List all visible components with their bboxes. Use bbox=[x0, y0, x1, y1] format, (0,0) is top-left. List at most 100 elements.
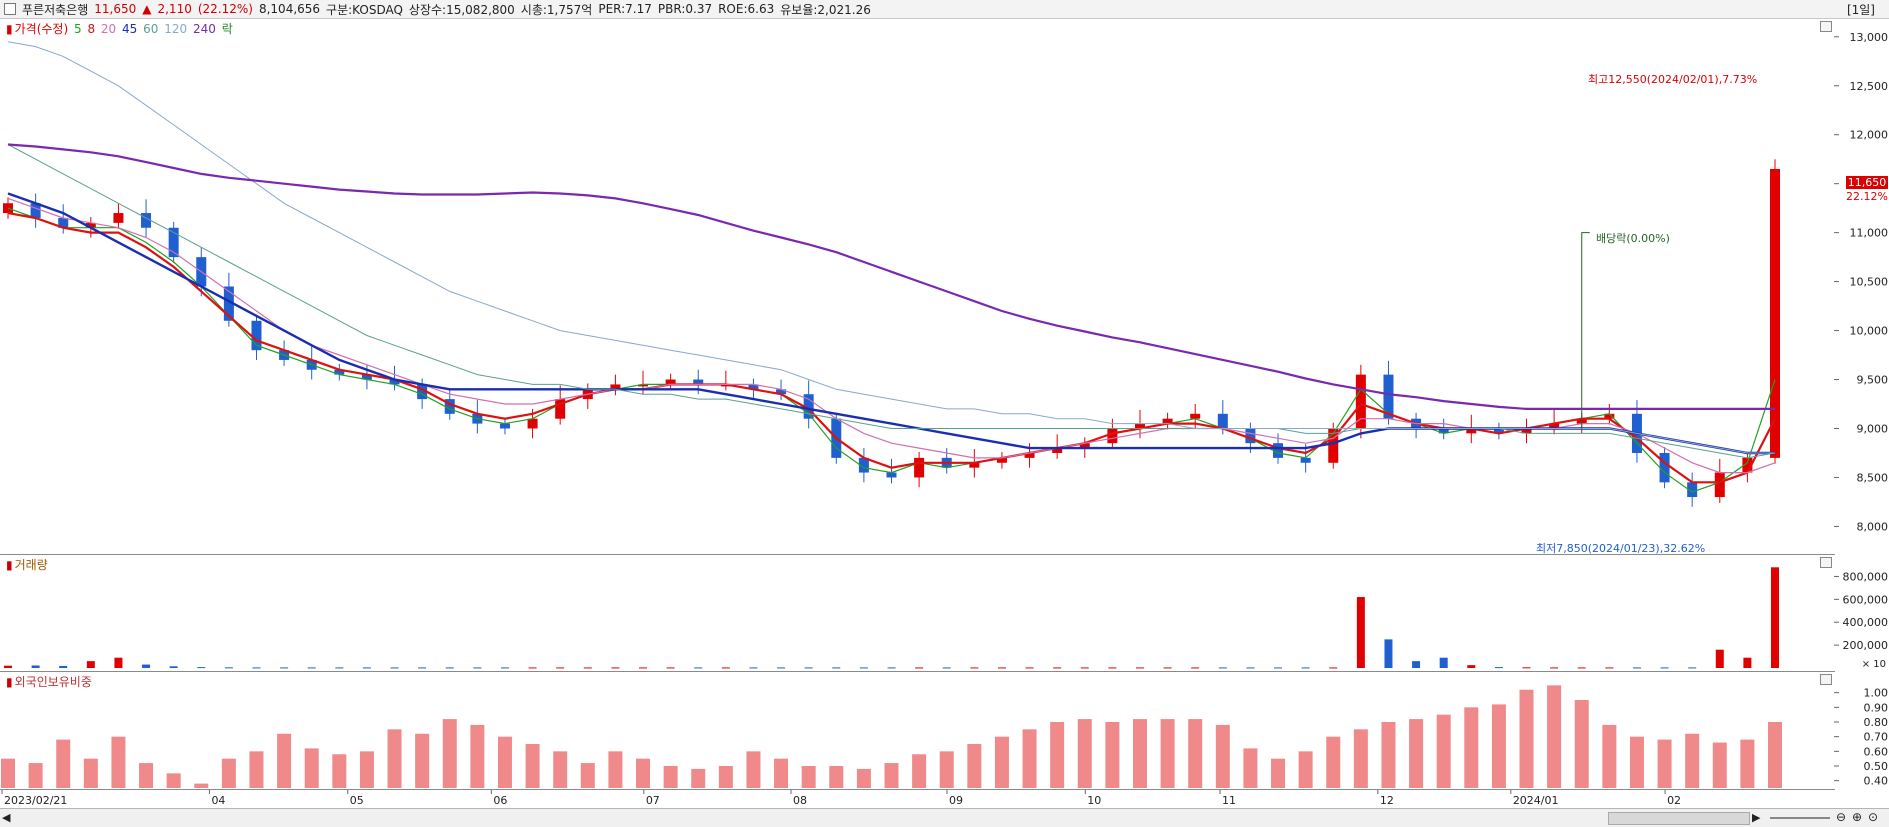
foreign-bar bbox=[1381, 722, 1396, 788]
foreign-tick-label: 0.40 bbox=[1864, 775, 1889, 788]
foreign-tick-label: 0.80 bbox=[1864, 716, 1889, 729]
candle-body bbox=[1300, 457, 1311, 463]
price-tick-label: 10,000 bbox=[1850, 325, 1889, 338]
foreign-tick-label: 0.90 bbox=[1864, 701, 1889, 714]
panel-close-icon[interactable] bbox=[1820, 21, 1832, 32]
candle-body bbox=[1162, 418, 1173, 424]
date-tick-label: 10 bbox=[1087, 794, 1101, 807]
candle-body bbox=[858, 457, 869, 473]
volume-bar bbox=[224, 667, 233, 669]
ma-line-8 bbox=[7, 212, 1776, 484]
zoom-slider[interactable] bbox=[1770, 817, 1830, 819]
candle-body bbox=[776, 389, 787, 395]
volume-bar bbox=[1025, 667, 1034, 669]
volume-bar bbox=[1218, 667, 1227, 669]
volume-bar bbox=[390, 667, 399, 669]
candle-body bbox=[638, 384, 649, 387]
scroll-left-icon[interactable]: ◀ bbox=[2, 811, 11, 824]
candle-body bbox=[914, 457, 925, 478]
foreign-bar bbox=[884, 763, 899, 788]
candle-body bbox=[527, 418, 538, 429]
volume-bar bbox=[307, 667, 316, 669]
volume-bar bbox=[1467, 665, 1476, 668]
volume-bar bbox=[666, 667, 675, 669]
foreign-bar bbox=[1298, 751, 1313, 788]
volume-bar bbox=[1108, 667, 1117, 669]
current-pct-tag: 22.12% bbox=[1846, 190, 1888, 203]
date-tick-label: 08 bbox=[793, 794, 807, 807]
foreign-bar bbox=[111, 736, 126, 788]
foreign-bar bbox=[663, 766, 678, 788]
foreign-bar bbox=[525, 744, 540, 788]
scroll-track[interactable] bbox=[1608, 812, 1750, 825]
candle-body bbox=[1383, 374, 1394, 419]
candle-body bbox=[1742, 457, 1753, 473]
foreign-legend: ▮ 외국인보유비중 bbox=[6, 673, 94, 690]
current-price-tag: 11,650 bbox=[1846, 176, 1888, 189]
price-tick-label: 8,000 bbox=[1857, 520, 1889, 533]
zoom-in-icon[interactable]: ⊕ bbox=[1852, 810, 1863, 824]
volume-bar bbox=[1660, 667, 1669, 669]
volume-unit-label: × 10 bbox=[1862, 659, 1886, 670]
foreign-bar bbox=[856, 768, 871, 788]
foreign-bar bbox=[1547, 685, 1562, 788]
candle-body bbox=[693, 379, 704, 385]
candle-body bbox=[1052, 448, 1063, 453]
current-price: 11,650 bbox=[94, 2, 137, 16]
foreign-bar bbox=[1602, 724, 1617, 788]
foreign-bar bbox=[442, 719, 457, 788]
volume-legend-marker: ▮ bbox=[6, 558, 13, 572]
foreign-bar bbox=[56, 739, 71, 788]
price-axis: 13,00012,50012,00011,50011,00010,50010,0… bbox=[1834, 19, 1889, 554]
volume-legend: ▮ 거래량 bbox=[6, 556, 50, 573]
zoom-reset-icon[interactable]: ⊙ bbox=[1868, 810, 1879, 824]
market-cap: 시총:1,757억 bbox=[520, 2, 593, 17]
zoom-out-icon[interactable]: ⊖ bbox=[1836, 810, 1847, 824]
foreign-bar bbox=[166, 773, 181, 788]
foreign-panel: ▮ 외국인보유비중 bbox=[0, 672, 1835, 790]
volume-bar bbox=[1356, 597, 1365, 668]
ma-line-240 bbox=[7, 143, 1775, 410]
candle-body bbox=[1770, 168, 1780, 458]
foreign-bar bbox=[1712, 742, 1727, 788]
candle-body bbox=[1659, 452, 1670, 483]
select-checkbox[interactable] bbox=[4, 3, 16, 15]
volume-tick-label: 600,000 bbox=[1843, 593, 1889, 606]
candle-body bbox=[361, 374, 372, 380]
volume-bar bbox=[970, 667, 979, 669]
price-chart-svg bbox=[3, 41, 1780, 507]
period-selector[interactable]: [1일] bbox=[1846, 3, 1875, 17]
foreign-bar bbox=[1022, 729, 1037, 788]
candle-body bbox=[1024, 452, 1035, 458]
volume-bar bbox=[1329, 667, 1338, 669]
foreign-bar bbox=[304, 748, 319, 788]
candle-body bbox=[1079, 443, 1090, 449]
volume-bar bbox=[1246, 667, 1255, 669]
foreign-legend-marker: ▮ bbox=[6, 675, 13, 689]
legend-ma20: 20 bbox=[100, 22, 117, 36]
foreign-close-icon[interactable] bbox=[1820, 674, 1832, 685]
candle-body bbox=[1245, 428, 1256, 444]
volume-bar bbox=[1080, 667, 1089, 669]
scroll-right-icon[interactable]: ▶ bbox=[1752, 811, 1761, 824]
volume-bar bbox=[31, 665, 40, 668]
legend-ma240: 240 bbox=[192, 22, 216, 36]
candle-body bbox=[665, 379, 676, 385]
candle-body bbox=[251, 320, 262, 351]
volume-close-icon[interactable] bbox=[1820, 557, 1832, 568]
price-legend: ▮ 가격(수정) 5 8 20 45 60 120 240 락 bbox=[6, 20, 235, 37]
foreign-bar bbox=[359, 751, 374, 788]
date-tick-label: 06 bbox=[493, 794, 507, 807]
price-tick-label: 9,000 bbox=[1857, 422, 1889, 435]
volume-tick-label: 400,000 bbox=[1843, 616, 1889, 629]
volume-bar bbox=[997, 667, 1006, 669]
per-value: PER:7.17 bbox=[598, 2, 652, 16]
volume-bar bbox=[197, 667, 206, 669]
foreign-bar bbox=[1050, 722, 1065, 788]
volume-bar bbox=[942, 667, 951, 669]
volume-bar bbox=[1522, 667, 1531, 669]
foreign-bar bbox=[967, 744, 982, 788]
price-tick-label: 12,500 bbox=[1850, 80, 1889, 93]
legend-ma120: 120 bbox=[164, 22, 188, 36]
ma-line-120 bbox=[7, 41, 1775, 454]
